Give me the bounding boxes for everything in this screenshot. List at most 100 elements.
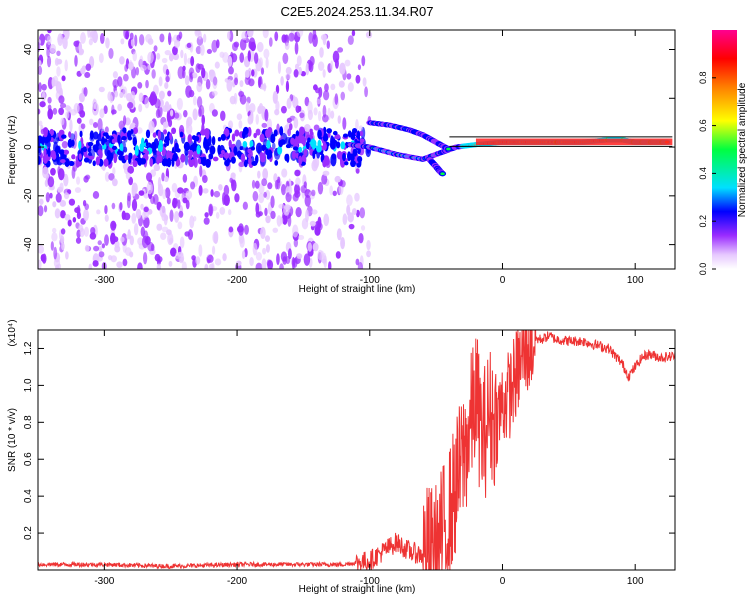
spectrogram-speckle	[143, 206, 149, 213]
spectrogram-speckle	[256, 41, 264, 53]
spectrogram-speckle	[228, 226, 234, 233]
spectrogram-speckle	[80, 123, 86, 130]
spectrogram-speckle	[213, 190, 221, 198]
spectrogram-speckle	[351, 208, 357, 216]
spectrogram-speckle	[286, 117, 292, 124]
spectrogram-speckle	[314, 87, 320, 94]
spectrogram-speckle	[202, 174, 208, 184]
spectrogram-band	[38, 155, 41, 165]
spectrogram-band	[285, 144, 291, 149]
spectrogram-speckle	[85, 63, 92, 71]
spectrogram-speckle	[64, 214, 71, 221]
spectrogram-band	[93, 145, 99, 153]
spectrogram-speckle	[282, 52, 289, 65]
spectrogram-speckle	[308, 61, 314, 73]
spectrogram-speckle	[187, 229, 194, 241]
spectrogram-band	[340, 141, 346, 150]
spectrogram-speckle	[346, 73, 352, 80]
spectrogram-speckle	[131, 212, 137, 224]
spectrogram-speckle	[38, 245, 45, 254]
spectrogram-speckle	[223, 184, 230, 197]
spectrogram-speckle	[294, 41, 299, 55]
spectrogram-speckle	[176, 97, 183, 110]
spectrogram-band	[234, 129, 240, 137]
spectrogram-speckle	[289, 123, 293, 131]
spectrogram-speckle	[187, 57, 191, 64]
spectrogram-speckle	[230, 172, 236, 179]
spectrogram-speckle	[117, 76, 123, 87]
spectrogram-speckle	[192, 108, 198, 121]
spectrogram-band	[203, 139, 207, 149]
spectrogram-speckle	[177, 187, 184, 194]
spectrogram-band	[145, 129, 151, 139]
spectrogram-band	[326, 128, 333, 134]
spectrogram-speckle	[170, 109, 174, 117]
spectrogram-speckle	[277, 61, 282, 74]
spectrogram-speckle	[274, 179, 279, 190]
spectrogram-band	[51, 153, 57, 160]
spectrogram-band	[61, 134, 67, 139]
spectrogram-band	[342, 152, 346, 162]
spectrogram-band	[89, 155, 95, 160]
spectrogram-speckle	[107, 254, 113, 261]
spectrogram-band	[171, 127, 177, 135]
spectrogram-speckle	[163, 213, 168, 226]
spectrogram-band	[193, 139, 197, 147]
spectrogram-band	[352, 127, 358, 134]
spectrogram-speckle	[199, 44, 205, 56]
spectrogram-speckle	[138, 92, 144, 103]
spectrogram-speckle	[92, 30, 98, 44]
spectrogram-speckle	[148, 120, 155, 134]
spectrogram-band	[95, 139, 100, 147]
spectrogram-speckle	[359, 207, 366, 219]
spectrogram-speckle	[276, 215, 282, 227]
spectrogram-ytick-label: -20	[23, 188, 34, 203]
spectrogram-band	[152, 132, 157, 138]
spectrogram-speckle	[362, 77, 367, 87]
spectrogram-band	[113, 153, 118, 164]
spectrogram-speckle	[83, 86, 88, 97]
spectrogram-band	[111, 145, 118, 151]
spectrogram-speckle	[330, 110, 335, 119]
spectrogram-speckle	[214, 258, 222, 266]
spectrogram-speckle	[136, 127, 143, 134]
spectrogram-speckle	[257, 76, 262, 89]
spectrogram-speckle	[304, 194, 311, 207]
spectrogram-speckle	[323, 255, 328, 269]
spectrogram-speckle	[285, 80, 290, 93]
spectrogram-speckle	[317, 181, 324, 195]
spectrogram-speckle	[65, 111, 70, 119]
spectrogram-speckle	[74, 54, 78, 67]
spectrogram-band	[167, 157, 172, 168]
spectrogram-speckle	[168, 53, 174, 62]
spectrogram-speckle	[46, 35, 52, 46]
spectrogram-speckle	[54, 57, 59, 66]
spectrogram-speckle	[309, 220, 316, 227]
spectrogram-xtick-label: -100	[360, 275, 380, 286]
spectrogram-speckle	[172, 197, 177, 209]
spectrogram-speckle	[366, 239, 371, 251]
spectrogram-speckle	[88, 263, 93, 269]
spectrogram-speckle	[221, 192, 226, 206]
spectrogram-speckle	[244, 224, 249, 235]
spectrogram-speckle	[270, 195, 275, 209]
spectrogram-band	[295, 152, 299, 159]
spectrogram-band	[193, 151, 197, 160]
spectrogram-band	[322, 132, 329, 142]
spectrogram-speckle	[226, 79, 233, 92]
colorbar-label: Normalized spectral amplitude	[737, 82, 748, 217]
spectrogram-speckle	[229, 95, 236, 105]
spectrogram-speckle	[52, 201, 57, 208]
spectrogram-speckle	[272, 91, 278, 104]
spectrogram-speckle	[204, 212, 209, 218]
spectrogram-speckle	[234, 193, 240, 203]
spectrogram-speckle	[347, 82, 354, 92]
spectrogram-speckle	[92, 191, 100, 199]
spectrogram-speckle	[182, 68, 186, 79]
spectrogram-speckle	[38, 60, 42, 67]
spectrogram-band	[179, 131, 184, 138]
spectrogram-speckle	[168, 118, 173, 128]
spectrogram-speckle	[57, 33, 63, 47]
snr-ytick-label: 0.8	[23, 415, 34, 429]
